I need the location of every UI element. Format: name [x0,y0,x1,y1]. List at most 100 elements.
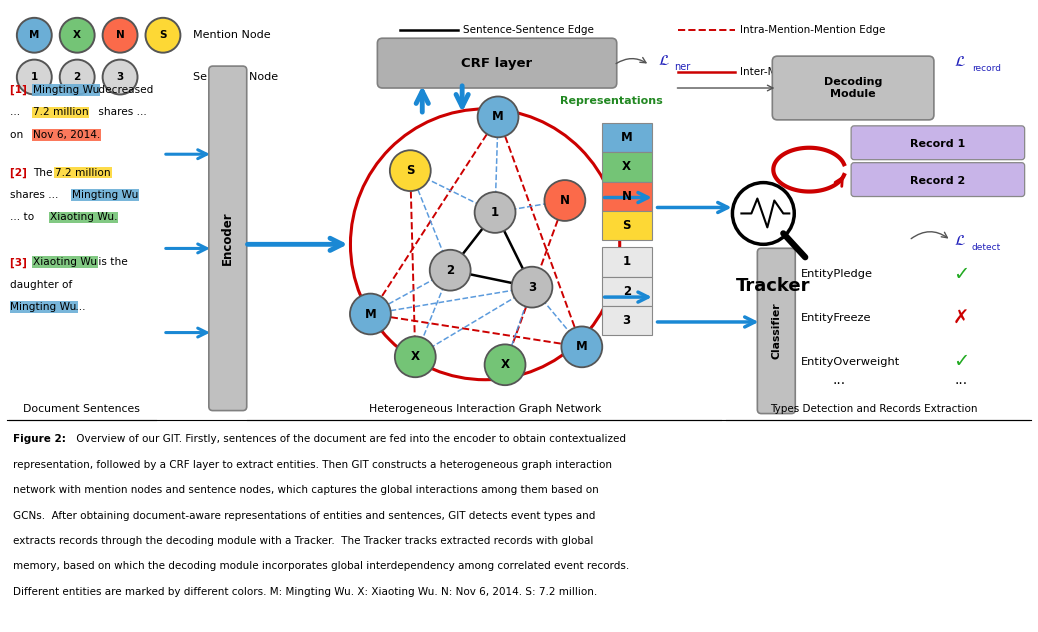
Text: Sentence-Sentence Edge: Sentence-Sentence Edge [463,25,594,35]
Text: S: S [406,164,414,177]
Text: Mingting Wu: Mingting Wu [73,190,138,200]
Text: Xiaoting Wu.: Xiaoting Wu. [50,212,117,222]
Circle shape [103,59,137,94]
Text: extracts records through the decoding module with a Tracker.  The Tracker tracks: extracts records through the decoding mo… [13,536,594,546]
Circle shape [562,327,602,367]
Text: Inter-Mention-Mention Edge: Inter-Mention-Mention Edge [740,67,885,77]
Text: 3: 3 [528,281,536,294]
Text: X: X [411,350,419,363]
Text: EntityPledge: EntityPledge [801,269,873,279]
Text: on: on [10,130,30,140]
Text: Xiaoting Wu: Xiaoting Wu [33,257,97,267]
Circle shape [485,344,525,385]
Text: daughter of: daughter of [10,280,73,289]
Text: M: M [492,111,503,123]
Text: M: M [576,341,588,353]
Circle shape [60,59,94,94]
Text: $\mathcal{L}$: $\mathcal{L}$ [658,52,670,68]
FancyBboxPatch shape [602,152,652,181]
Text: 7.2 million: 7.2 million [33,107,88,118]
Text: M: M [29,30,39,40]
Text: N: N [115,30,125,40]
Text: Record 1: Record 1 [910,139,965,149]
Text: 1: 1 [623,255,631,269]
FancyBboxPatch shape [772,56,934,120]
Text: Encoder: Encoder [221,212,235,265]
Circle shape [545,180,585,221]
Text: EntityFreeze: EntityFreeze [801,313,872,323]
Text: Tracker: Tracker [736,277,811,295]
Text: N: N [622,190,632,203]
Text: ...: ... [954,373,967,387]
Text: ... to: ... to [10,212,38,222]
Text: X: X [622,161,631,173]
Text: Types Detection and Records Extraction: Types Detection and Records Extraction [770,404,978,413]
Circle shape [60,18,94,52]
Text: 3: 3 [623,314,631,327]
Text: is the: is the [94,257,128,267]
Circle shape [17,18,52,52]
Text: Intra-Mention-Mention Edge: Intra-Mention-Mention Edge [740,25,885,35]
Text: CRF layer: CRF layer [462,57,532,70]
Text: M: M [364,308,376,320]
Text: 2: 2 [623,285,631,298]
Circle shape [350,294,391,334]
Text: [2]: [2] [10,167,31,178]
Text: Sentence Node: Sentence Node [193,72,278,82]
Text: memory, based on which the decoding module incorporates global interdependency a: memory, based on which the decoding modu… [13,561,630,571]
Text: Nov 6, 2014.: Nov 6, 2014. [33,130,100,140]
Circle shape [474,192,516,233]
Text: ...: ... [832,373,846,387]
FancyBboxPatch shape [851,126,1025,160]
Text: record: record [972,64,1001,73]
Text: [3]: [3] [10,257,31,267]
Text: Decoding
Module: Decoding Module [824,77,882,99]
Text: Representations: Representations [561,96,663,106]
Text: ✓: ✓ [953,352,969,371]
Text: Classifier: Classifier [771,303,782,359]
Text: ✗: ✗ [953,308,969,327]
Text: Global Memory: Global Memory [794,95,889,105]
Text: representation, followed by a CRF layer to extract entities. Then GIT constructs: representation, followed by a CRF layer … [13,460,612,470]
Text: shares ...: shares ... [94,107,146,118]
Circle shape [512,267,552,308]
Text: [1]: [1] [10,85,31,95]
Text: X: X [500,358,510,371]
Text: Figure 2:: Figure 2: [13,434,66,444]
Text: ner: ner [675,62,691,72]
Text: M: M [621,131,632,144]
Text: detect: detect [972,243,1001,252]
Circle shape [733,183,794,245]
Text: Record 2: Record 2 [910,176,965,186]
FancyBboxPatch shape [378,38,617,88]
Text: 3: 3 [116,72,124,82]
Text: $\mathcal{L}$: $\mathcal{L}$ [954,54,965,69]
Circle shape [17,59,52,94]
Text: 1: 1 [31,72,38,82]
Text: Overview of our GIT. Firstly, sentences of the document are fed into the encoder: Overview of our GIT. Firstly, sentences … [74,434,626,444]
Text: 2: 2 [446,264,455,277]
Circle shape [430,250,470,291]
FancyBboxPatch shape [602,247,652,277]
Circle shape [145,18,181,52]
Text: N: N [559,194,570,207]
Text: ...: ... [73,302,86,312]
Circle shape [103,18,137,52]
Text: Heterogeneous Interaction Graph Network: Heterogeneous Interaction Graph Network [368,404,601,413]
Circle shape [394,336,436,377]
Text: S: S [623,219,631,232]
FancyBboxPatch shape [209,66,247,411]
FancyBboxPatch shape [602,123,652,152]
Text: Mingting Wu: Mingting Wu [10,302,77,312]
FancyBboxPatch shape [851,162,1025,197]
Text: 1: 1 [491,206,499,219]
FancyBboxPatch shape [602,211,652,240]
Text: ✓: ✓ [953,265,969,284]
Text: The: The [33,167,56,178]
Text: $\mathcal{L}$: $\mathcal{L}$ [954,233,965,248]
FancyBboxPatch shape [602,306,652,336]
Text: GCNs.  After obtaining document-aware representations of entities and sentences,: GCNs. After obtaining document-aware rep… [13,511,596,521]
Text: Document Sentences: Document Sentences [23,404,140,413]
FancyBboxPatch shape [602,181,652,211]
FancyBboxPatch shape [602,277,652,306]
